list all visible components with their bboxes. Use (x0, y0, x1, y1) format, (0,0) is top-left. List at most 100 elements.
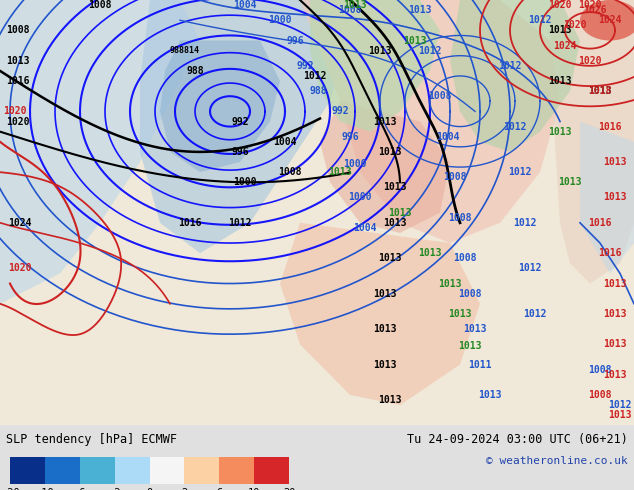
Text: 1020: 1020 (3, 106, 27, 117)
Bar (115, 457, 150, 484)
Text: 1008: 1008 (588, 390, 612, 400)
Text: 1020: 1020 (563, 20, 586, 30)
Text: 992: 992 (296, 61, 314, 71)
Text: 1013: 1013 (548, 76, 572, 86)
Text: 1016: 1016 (588, 218, 612, 228)
Text: 1013: 1013 (438, 278, 462, 289)
Bar (80, 457, 115, 484)
Text: 1013: 1013 (378, 395, 402, 405)
Text: 1012: 1012 (518, 263, 541, 273)
Text: 1013: 1013 (588, 86, 612, 96)
Text: 2: 2 (181, 488, 188, 490)
Text: 1012: 1012 (303, 71, 327, 81)
Text: 1013: 1013 (328, 167, 352, 177)
Text: 1013: 1013 (408, 5, 432, 15)
Text: SLP tendency [hPa] ECMWF: SLP tendency [hPa] ECMWF (6, 433, 178, 446)
Text: 1008: 1008 (453, 253, 477, 263)
Text: 1013: 1013 (373, 360, 397, 369)
Polygon shape (140, 0, 350, 253)
Text: 1013: 1013 (368, 46, 392, 56)
Text: 1013: 1013 (548, 126, 572, 137)
Text: 1008: 1008 (278, 167, 302, 177)
Text: 1013: 1013 (603, 157, 627, 167)
Text: 1016: 1016 (598, 248, 622, 258)
Text: Tu 24-09-2024 03:00 UTC (06+21): Tu 24-09-2024 03:00 UTC (06+21) (407, 433, 628, 446)
Polygon shape (320, 101, 450, 233)
Text: 1013: 1013 (373, 289, 397, 299)
Bar (150, 457, 184, 484)
Text: © weatheronline.co.uk: © weatheronline.co.uk (486, 456, 628, 466)
Text: 1013: 1013 (418, 248, 442, 258)
Text: 1008: 1008 (588, 365, 612, 375)
Text: 1016: 1016 (178, 218, 202, 228)
Text: 1013: 1013 (378, 147, 402, 157)
Bar (219, 457, 254, 484)
Text: 1000: 1000 (268, 15, 292, 25)
Text: 1012: 1012 (228, 218, 252, 228)
Text: 1013: 1013 (603, 278, 627, 289)
Polygon shape (450, 0, 580, 152)
Text: 988: 988 (186, 66, 204, 76)
Text: 1013: 1013 (383, 218, 407, 228)
Text: 1013: 1013 (603, 369, 627, 380)
Text: 992: 992 (331, 106, 349, 117)
Text: 1008: 1008 (88, 0, 112, 10)
Text: 1004: 1004 (273, 137, 297, 147)
Polygon shape (580, 122, 634, 273)
Text: 1013: 1013 (388, 208, 411, 218)
Polygon shape (160, 41, 280, 172)
Text: 1012: 1012 (498, 61, 522, 71)
Text: -10: -10 (36, 488, 55, 490)
Bar (184, 457, 219, 484)
Text: 1026: 1026 (583, 5, 607, 15)
Text: 1020: 1020 (578, 0, 602, 10)
Polygon shape (310, 0, 440, 132)
Text: 1004: 1004 (353, 223, 377, 233)
Text: 1016: 1016 (598, 122, 622, 132)
Text: -6: -6 (74, 488, 86, 490)
Text: 1012: 1012 (608, 400, 631, 410)
Text: 1013: 1013 (373, 117, 397, 126)
Text: 1013: 1013 (383, 182, 407, 193)
Text: 1000: 1000 (343, 159, 366, 169)
Text: 1013: 1013 (603, 339, 627, 349)
Polygon shape (550, 0, 634, 284)
Text: -2: -2 (108, 488, 121, 490)
Text: 1024: 1024 (8, 218, 32, 228)
Polygon shape (0, 0, 200, 304)
Text: 1013: 1013 (608, 410, 631, 420)
Text: 1020: 1020 (6, 117, 30, 126)
Text: 1012: 1012 (508, 167, 532, 177)
Text: 1013: 1013 (403, 35, 427, 46)
Text: 1004: 1004 (436, 132, 460, 142)
Text: 1013: 1013 (448, 309, 472, 319)
Text: 1012: 1012 (523, 309, 547, 319)
Text: 1013: 1013 (378, 253, 402, 263)
Text: 996: 996 (341, 132, 359, 142)
Text: 1008: 1008 (458, 289, 482, 299)
Ellipse shape (580, 0, 634, 41)
Polygon shape (280, 223, 480, 405)
Bar (10, 457, 45, 484)
Text: 1008: 1008 (6, 25, 30, 35)
Bar (45, 457, 80, 484)
Text: 1012: 1012 (503, 122, 527, 132)
Text: 1013: 1013 (548, 25, 572, 35)
Text: 0: 0 (146, 488, 153, 490)
Text: 1016: 1016 (6, 76, 30, 86)
Text: 1013: 1013 (463, 324, 487, 334)
Text: 1013: 1013 (478, 390, 501, 400)
Text: 20: 20 (283, 488, 295, 490)
Text: 1013: 1013 (458, 342, 482, 351)
Text: 1013: 1013 (343, 0, 366, 10)
Text: 996: 996 (231, 147, 249, 157)
Text: 1013: 1013 (559, 177, 582, 187)
Text: 1013: 1013 (603, 309, 627, 319)
Text: 1000: 1000 (233, 177, 257, 187)
Text: 1013: 1013 (373, 324, 397, 334)
Text: 988: 988 (309, 86, 327, 96)
Text: 1020: 1020 (8, 263, 32, 273)
Text: 1013: 1013 (603, 193, 627, 202)
Text: 1012: 1012 (418, 46, 442, 56)
Text: 988814: 988814 (170, 46, 200, 55)
